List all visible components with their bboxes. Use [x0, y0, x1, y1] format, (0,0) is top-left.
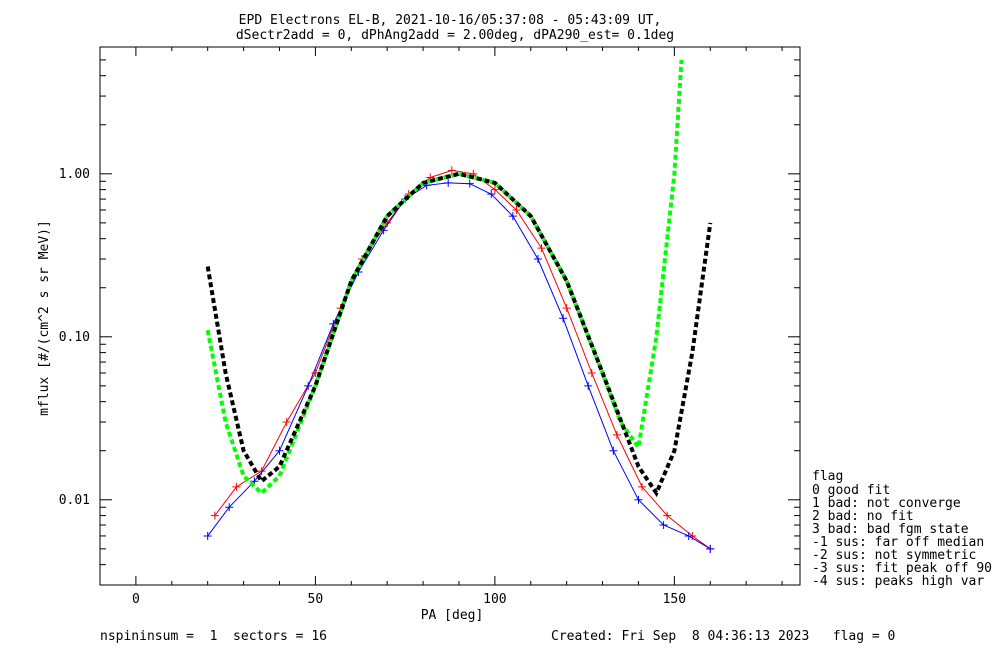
series-point-0	[537, 244, 546, 253]
fit-curve-0	[205, 59, 684, 496]
series-point-0	[447, 166, 456, 175]
series-point-1	[634, 495, 643, 504]
x-tick-label: 100	[483, 592, 506, 607]
legend-entry: -3 sus: fit peak off 90	[812, 561, 992, 576]
chart-title: EPD Electrons EL-B, 2021-10-16/05:37:08 …	[239, 13, 662, 28]
x-axis-label: PA [deg]	[421, 608, 484, 623]
series-point-0	[282, 418, 291, 427]
series-point-0	[210, 511, 219, 520]
series-point-0	[638, 482, 647, 491]
series-point-0	[490, 185, 499, 194]
series-point-1	[684, 531, 693, 540]
series-point-0	[612, 430, 621, 439]
fit-curve-1	[205, 171, 713, 498]
legend-entry: 2 bad: no fit	[812, 509, 914, 524]
series-point-1	[444, 178, 453, 187]
legend-entry: 3 bad: bad fgm state	[812, 522, 969, 537]
series-point-1	[508, 212, 517, 221]
footer-right: Created: Fri Sep 8 04:36:13 2023 flag = …	[551, 629, 895, 644]
data-marks	[203, 59, 715, 553]
series-point-1	[465, 179, 474, 188]
series-point-1	[225, 503, 234, 512]
y-tick-label: 0.01	[59, 493, 90, 508]
series-point-0	[562, 304, 571, 313]
series-point-0	[587, 368, 596, 377]
plot-frame	[99, 46, 801, 586]
x-tick-label: 150	[663, 592, 686, 607]
legend: flag 0 good fit 1 bad: not converge 2 ba…	[812, 469, 992, 589]
x-tick-label: 50	[308, 592, 324, 607]
series-point-1	[659, 521, 668, 530]
series-point-1	[559, 314, 568, 323]
legend-entry: -4 sus: peaks high var	[812, 574, 984, 589]
series-point-1	[487, 190, 496, 199]
series-point-1	[275, 446, 284, 455]
legend-entry: 0 good fit	[812, 483, 890, 498]
series-point-0	[512, 205, 521, 214]
series-line-0	[214, 169, 711, 550]
series-point-1	[584, 381, 593, 390]
series-point-1	[533, 255, 542, 264]
legend-entry: -2 sus: not symmetric	[812, 548, 976, 563]
x-tick-label: 0	[132, 592, 140, 607]
y-tick-label: 0.10	[59, 330, 90, 345]
series-point-0	[663, 511, 672, 520]
legend-title: flag	[812, 469, 843, 484]
y-axis-label: mflux [#/(cm^2 s sr MeV)]	[37, 220, 52, 416]
chart-subtitle: dSectr2add = 0, dPhAng2add = 2.00deg, dP…	[236, 28, 674, 43]
series-point-1	[706, 544, 715, 553]
legend-entry: -1 sus: far off median	[812, 535, 984, 550]
legend-entry: 1 bad: not converge	[812, 496, 961, 511]
series-line-1	[207, 182, 711, 550]
series-point-0	[232, 482, 241, 491]
series-point-1	[203, 531, 212, 540]
series-point-1	[304, 381, 313, 390]
plot-area: 0 50 100 150 0.01 0.10 1.00	[59, 46, 801, 607]
series-point-1	[609, 446, 618, 455]
series-point-0	[257, 467, 266, 476]
footer-left: nspininsum = 1 sectors = 16	[100, 629, 327, 644]
y-tick-label: 1.00	[59, 167, 90, 182]
